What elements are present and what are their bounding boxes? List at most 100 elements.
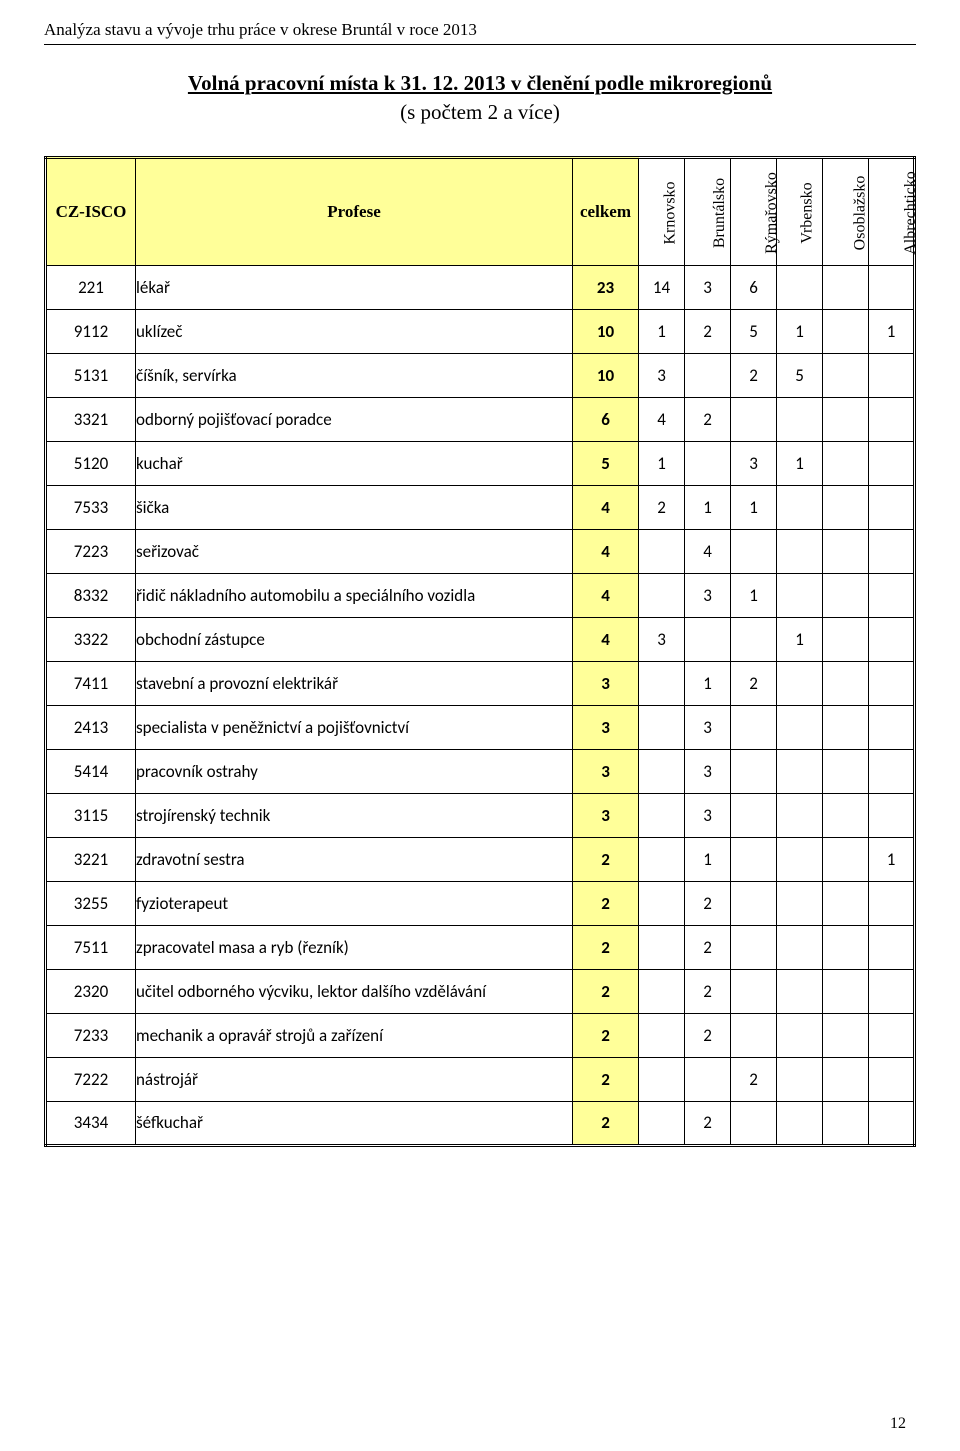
col-total: celkem: [573, 157, 639, 265]
cell-value: 2: [731, 353, 777, 397]
cell-value: [777, 485, 823, 529]
cell-code: 7511: [46, 925, 136, 969]
table-row: 7411stavební a provozní elektrikář3 12: [46, 661, 915, 705]
cell-value: 2: [685, 309, 731, 353]
cell-profession: stavební a provozní elektrikář: [136, 661, 573, 705]
cell-value: 3: [639, 353, 685, 397]
cell-value: [731, 925, 777, 969]
table-row: 7233mechanik a opravář strojů a zařízení…: [46, 1013, 915, 1057]
cell-value: [869, 705, 915, 749]
cell-total: 4: [573, 617, 639, 661]
cell-value: [639, 837, 685, 881]
cell-code: 3115: [46, 793, 136, 837]
title-block: Volná pracovní místa k 31. 12. 2013 v čl…: [44, 69, 916, 128]
cell-value: [731, 749, 777, 793]
table-row: 7533šička4211: [46, 485, 915, 529]
cell-total: 2: [573, 925, 639, 969]
table-row: 221lékař231436: [46, 265, 915, 309]
table-body: 221lékař2314369112uklízeč10125115131číšn…: [46, 265, 915, 1145]
cell-value: [869, 1101, 915, 1145]
cell-value: [823, 485, 869, 529]
cell-value: [639, 881, 685, 925]
table-row: 5120kuchař5131: [46, 441, 915, 485]
region-label: Bruntálsko: [711, 178, 729, 248]
cell-value: 3: [731, 441, 777, 485]
cell-total: 6: [573, 397, 639, 441]
cell-value: [869, 485, 915, 529]
page-number: 12: [890, 1415, 906, 1433]
cell-value: [731, 969, 777, 1013]
cell-value: 1: [639, 441, 685, 485]
cell-code: 3321: [46, 397, 136, 441]
cell-value: [823, 793, 869, 837]
cell-code: 7411: [46, 661, 136, 705]
cell-value: [639, 1101, 685, 1145]
cell-total: 3: [573, 749, 639, 793]
table-header: CZ-ISCO Profese celkem Krnovsko Bruntáls…: [46, 157, 915, 265]
region-label: Osoblažsko: [851, 175, 869, 250]
region-label: Vrbensko: [799, 182, 817, 243]
cell-value: 1: [685, 661, 731, 705]
cell-value: [731, 705, 777, 749]
cell-profession: zdravotní sestra: [136, 837, 573, 881]
cell-value: [777, 397, 823, 441]
cell-value: [823, 881, 869, 925]
table-row: 9112uklízeč1012511: [46, 309, 915, 353]
cell-value: [823, 749, 869, 793]
table-row: 3255fyzioterapeut22: [46, 881, 915, 925]
cell-profession: fyzioterapeut: [136, 881, 573, 925]
cell-value: 2: [685, 1013, 731, 1057]
cell-code: 7533: [46, 485, 136, 529]
cell-value: [777, 969, 823, 1013]
cell-value: [869, 573, 915, 617]
cell-value: 2: [731, 661, 777, 705]
cell-value: [639, 925, 685, 969]
cell-value: [823, 441, 869, 485]
cell-value: 3: [685, 793, 731, 837]
page: Analýza stavu a vývoje trhu práce v okre…: [0, 0, 960, 1451]
table-row: 7511zpracovatel masa a ryb (řezník)22: [46, 925, 915, 969]
cell-value: [731, 881, 777, 925]
col-region-4: Osoblažsko: [823, 157, 869, 265]
cell-code: 7222: [46, 1057, 136, 1101]
cell-value: 2: [685, 969, 731, 1013]
cell-profession: šéfkuchař: [136, 1101, 573, 1145]
cell-value: [777, 881, 823, 925]
cell-value: [731, 837, 777, 881]
cell-value: [823, 1057, 869, 1101]
cell-value: [639, 573, 685, 617]
title-sub: (s počtem 2 a více): [44, 98, 916, 127]
col-region-5: Albrechticko: [869, 157, 915, 265]
cell-value: [869, 969, 915, 1013]
cell-value: 3: [639, 617, 685, 661]
cell-value: [777, 749, 823, 793]
cell-profession: kuchař: [136, 441, 573, 485]
cell-code: 7223: [46, 529, 136, 573]
table-row: 5131číšník, servírka10325: [46, 353, 915, 397]
cell-value: [685, 441, 731, 485]
cell-value: [731, 617, 777, 661]
cell-profession: učitel odborného výcviku, lektor dalšího…: [136, 969, 573, 1013]
cell-profession: pracovník ostrahy: [136, 749, 573, 793]
cell-value: 2: [685, 397, 731, 441]
cell-total: 23: [573, 265, 639, 309]
table-row: 2413specialista v peněžnictví a pojišťov…: [46, 705, 915, 749]
cell-total: 3: [573, 661, 639, 705]
region-label: Rýmařovsko: [763, 172, 781, 254]
cell-code: 3255: [46, 881, 136, 925]
cell-profession: strojírenský technik: [136, 793, 573, 837]
cell-value: [639, 529, 685, 573]
cell-total: 2: [573, 969, 639, 1013]
cell-value: [869, 749, 915, 793]
cell-value: [869, 353, 915, 397]
cell-value: [823, 1101, 869, 1145]
col-region-2: Rýmařovsko: [731, 157, 777, 265]
cell-profession: obchodní zástupce: [136, 617, 573, 661]
cell-value: [869, 881, 915, 925]
table-row: 8332řidič nákladního automobilu a speciá…: [46, 573, 915, 617]
cell-profession: mechanik a opravář strojů a zařízení: [136, 1013, 573, 1057]
cell-value: [777, 925, 823, 969]
cell-value: [639, 1013, 685, 1057]
cell-value: [823, 309, 869, 353]
cell-value: 3: [685, 573, 731, 617]
